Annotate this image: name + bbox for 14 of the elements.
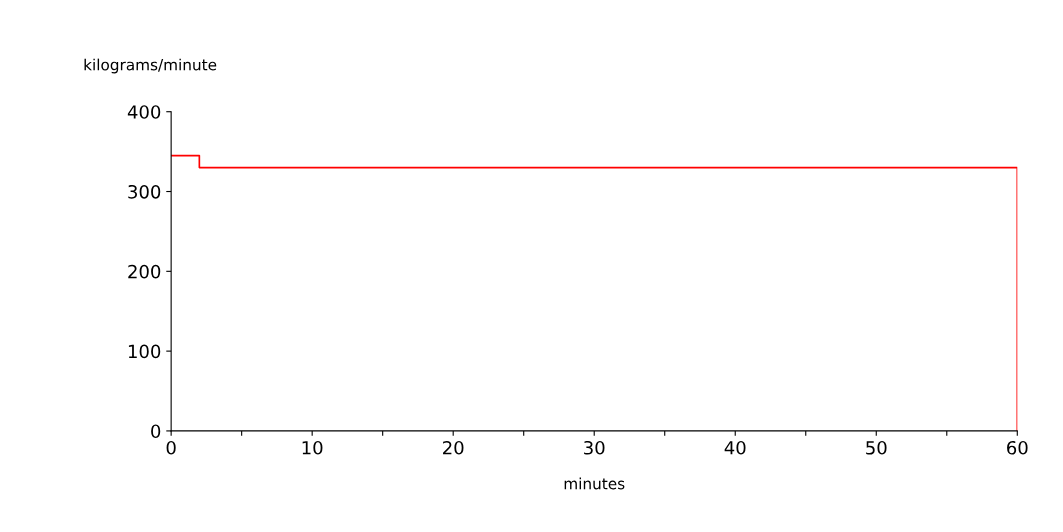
y-tick-label: 300 — [128, 184, 161, 199]
x-tick-label: 20 — [443, 440, 464, 455]
y-tick-label: 400 — [127, 105, 161, 119]
x-tick-label: 10 — [302, 440, 323, 455]
y-axis-title: kilograms/minute — [84, 58, 217, 74]
x-tick-label: 30 — [584, 440, 605, 455]
x-axis-title: minutes — [564, 477, 625, 490]
x-tick-label: 50 — [866, 440, 887, 455]
x-tick-label: 40 — [724, 440, 746, 455]
y-tick-label: 200 — [128, 264, 161, 279]
x-tick-label: 60 — [1007, 440, 1028, 455]
y-tick-label: 100 — [128, 344, 161, 359]
y-tick-label: 0 — [151, 424, 161, 439]
x-tick-label: 0 — [166, 440, 176, 455]
